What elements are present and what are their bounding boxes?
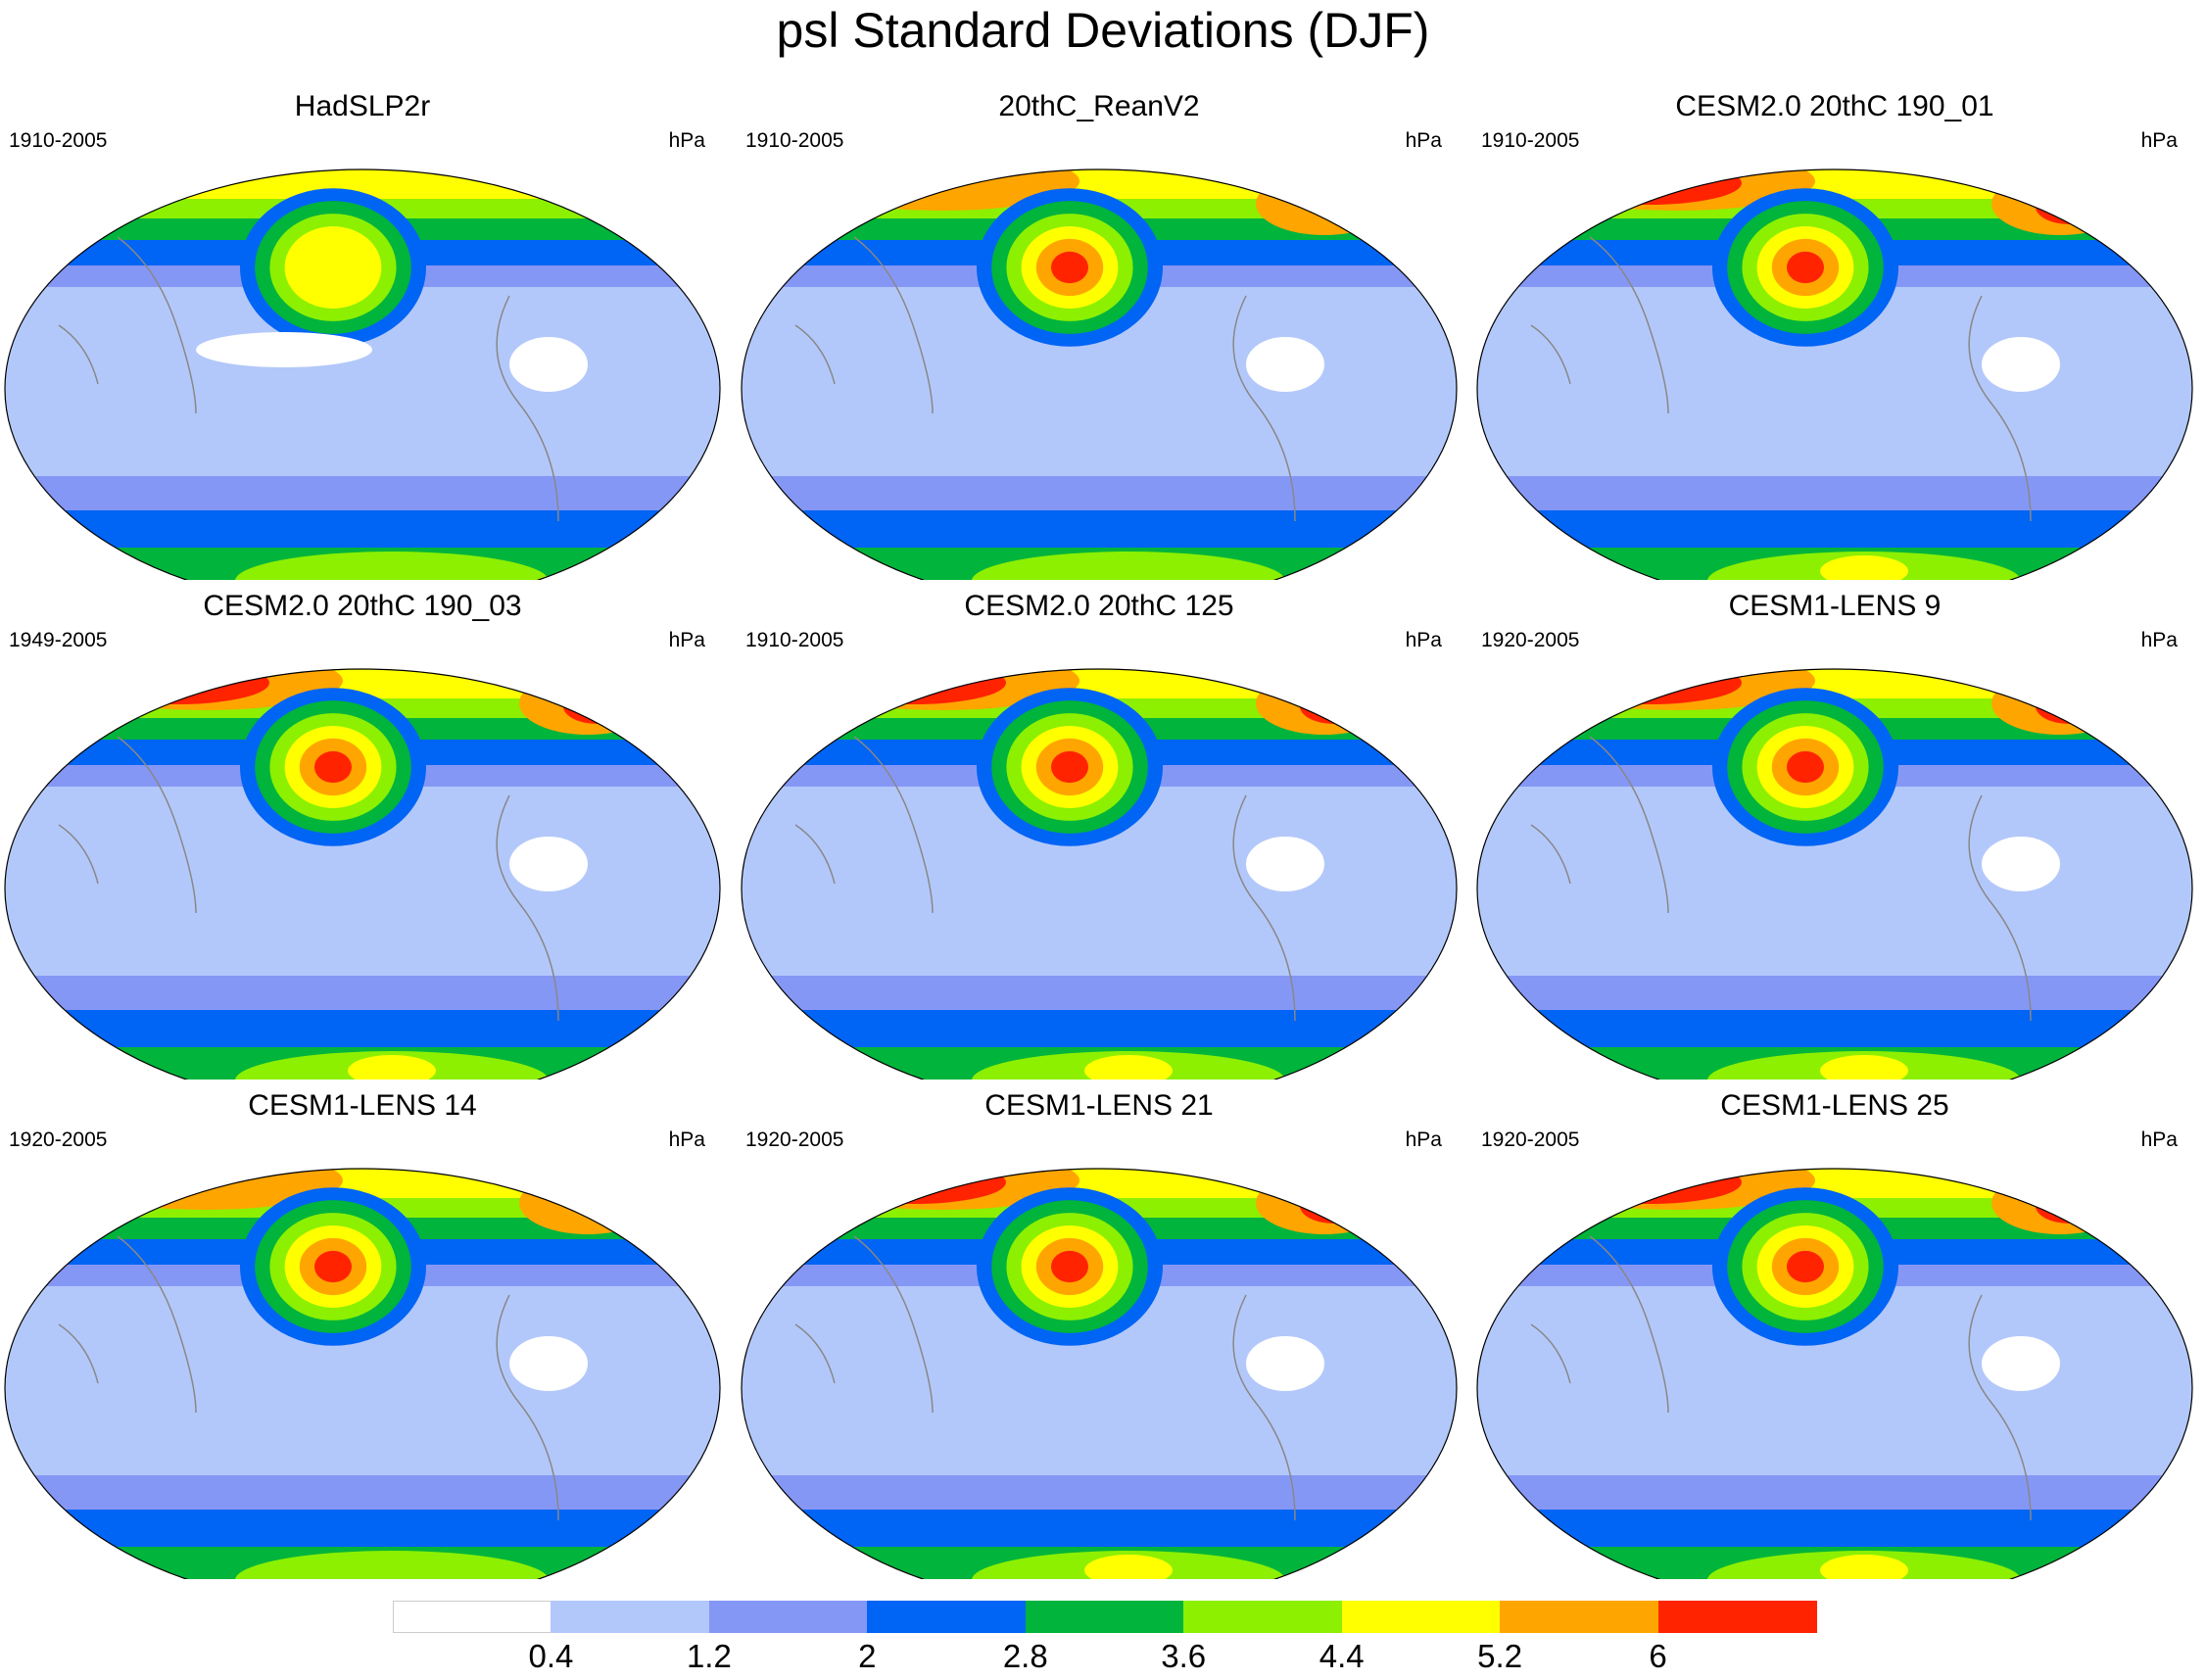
map-panel: CESM2.0 20thC 125 1910-2005 hPa	[737, 590, 1462, 1080]
map-panel: CESM2.0 20thC 190_03 1949-2005 hPa	[0, 590, 725, 1080]
colorbar-swatch	[1183, 1601, 1343, 1633]
map-panel: CESM1-LENS 9 1920-2005 hPa	[1472, 590, 2197, 1080]
panel-period: 1920-2005	[1481, 629, 1580, 651]
panel-title: 20thC_ReanV2	[998, 90, 1200, 122]
panel-units: hPa	[1405, 1128, 1442, 1151]
panel-units: hPa	[1405, 129, 1442, 152]
panel-period: 1920-2005	[1481, 1128, 1580, 1151]
panel-period: 1910-2005	[1481, 129, 1580, 152]
panel-title: CESM2.0 20thC 190_01	[1675, 90, 1994, 122]
colorbar-tick-label: 6	[1649, 1638, 1667, 1674]
panel-title: CESM1-LENS 9	[1728, 590, 1942, 622]
panel-units: hPa	[668, 129, 705, 152]
colorbar-swatch	[1341, 1601, 1502, 1633]
colorbar-tick-label: 0.4	[528, 1638, 574, 1674]
panel-title: CESM2.0 20thC 125	[964, 590, 1234, 622]
panel-period: 1910-2005	[745, 129, 844, 152]
panel-units: hPa	[2140, 129, 2178, 152]
map-panel: CESM1-LENS 21 1920-2005 hPa	[737, 1089, 1462, 1579]
colorbar	[393, 1601, 1817, 1633]
colorbar-tick-label: 2	[858, 1638, 877, 1674]
projection-map	[741, 168, 1458, 580]
colorbar-swatch	[1657, 1601, 1817, 1633]
colorbar-tick-label: 4.4	[1319, 1638, 1365, 1674]
map-panel: CESM2.0 20thC 190_01 1910-2005 hPa	[1472, 90, 2197, 580]
panel-period: 1920-2005	[9, 1128, 108, 1151]
colorbar-tick-label: 3.6	[1161, 1638, 1207, 1674]
projection-map	[1476, 168, 2193, 580]
map-panel: 20thC_ReanV2 1910-2005 hPa	[737, 90, 1462, 580]
projection-map	[741, 1168, 1458, 1579]
projection-map	[4, 168, 721, 580]
map-panel: CESM1-LENS 25 1920-2005 hPa	[1472, 1089, 2197, 1579]
map-panel: HadSLP2r 1910-2005 hPa	[0, 90, 725, 580]
colorbar-tick-label: 1.2	[686, 1638, 732, 1674]
colorbar-swatch	[551, 1601, 710, 1633]
colorbar-swatch	[1500, 1601, 1659, 1633]
projection-map	[1476, 1168, 2193, 1579]
projection-map	[4, 1168, 721, 1579]
panel-period: 1920-2005	[745, 1128, 844, 1151]
panel-period: 1910-2005	[745, 629, 844, 651]
panel-units: hPa	[2140, 629, 2178, 651]
colorbar-swatch	[393, 1601, 552, 1633]
map-panel: CESM1-LENS 14 1920-2005 hPa	[0, 1089, 725, 1579]
panel-period: 1910-2005	[9, 129, 108, 152]
panel-title: CESM1-LENS 21	[984, 1089, 1214, 1122]
colorbar-swatch	[1025, 1601, 1185, 1633]
colorbar-swatch	[708, 1601, 869, 1633]
panel-units: hPa	[668, 629, 705, 651]
panel-title: CESM2.0 20thC 190_03	[203, 590, 522, 622]
colorbar-tick-label: 5.2	[1477, 1638, 1523, 1674]
panel-title: CESM1-LENS 14	[248, 1089, 477, 1122]
panel-units: hPa	[1405, 629, 1442, 651]
panel-title: CESM1-LENS 25	[1720, 1089, 1949, 1122]
projection-map	[1476, 668, 2193, 1080]
panel-units: hPa	[668, 1128, 705, 1151]
panel-units: hPa	[2140, 1128, 2178, 1151]
projection-map	[4, 668, 721, 1080]
colorbar-tick-label: 2.8	[1002, 1638, 1048, 1674]
projection-map	[741, 668, 1458, 1080]
colorbar-swatch	[867, 1601, 1027, 1633]
panel-period: 1949-2005	[9, 629, 108, 651]
panel-title: HadSLP2r	[294, 90, 431, 122]
main-title: psl Standard Deviations (DJF)	[776, 3, 1430, 58]
